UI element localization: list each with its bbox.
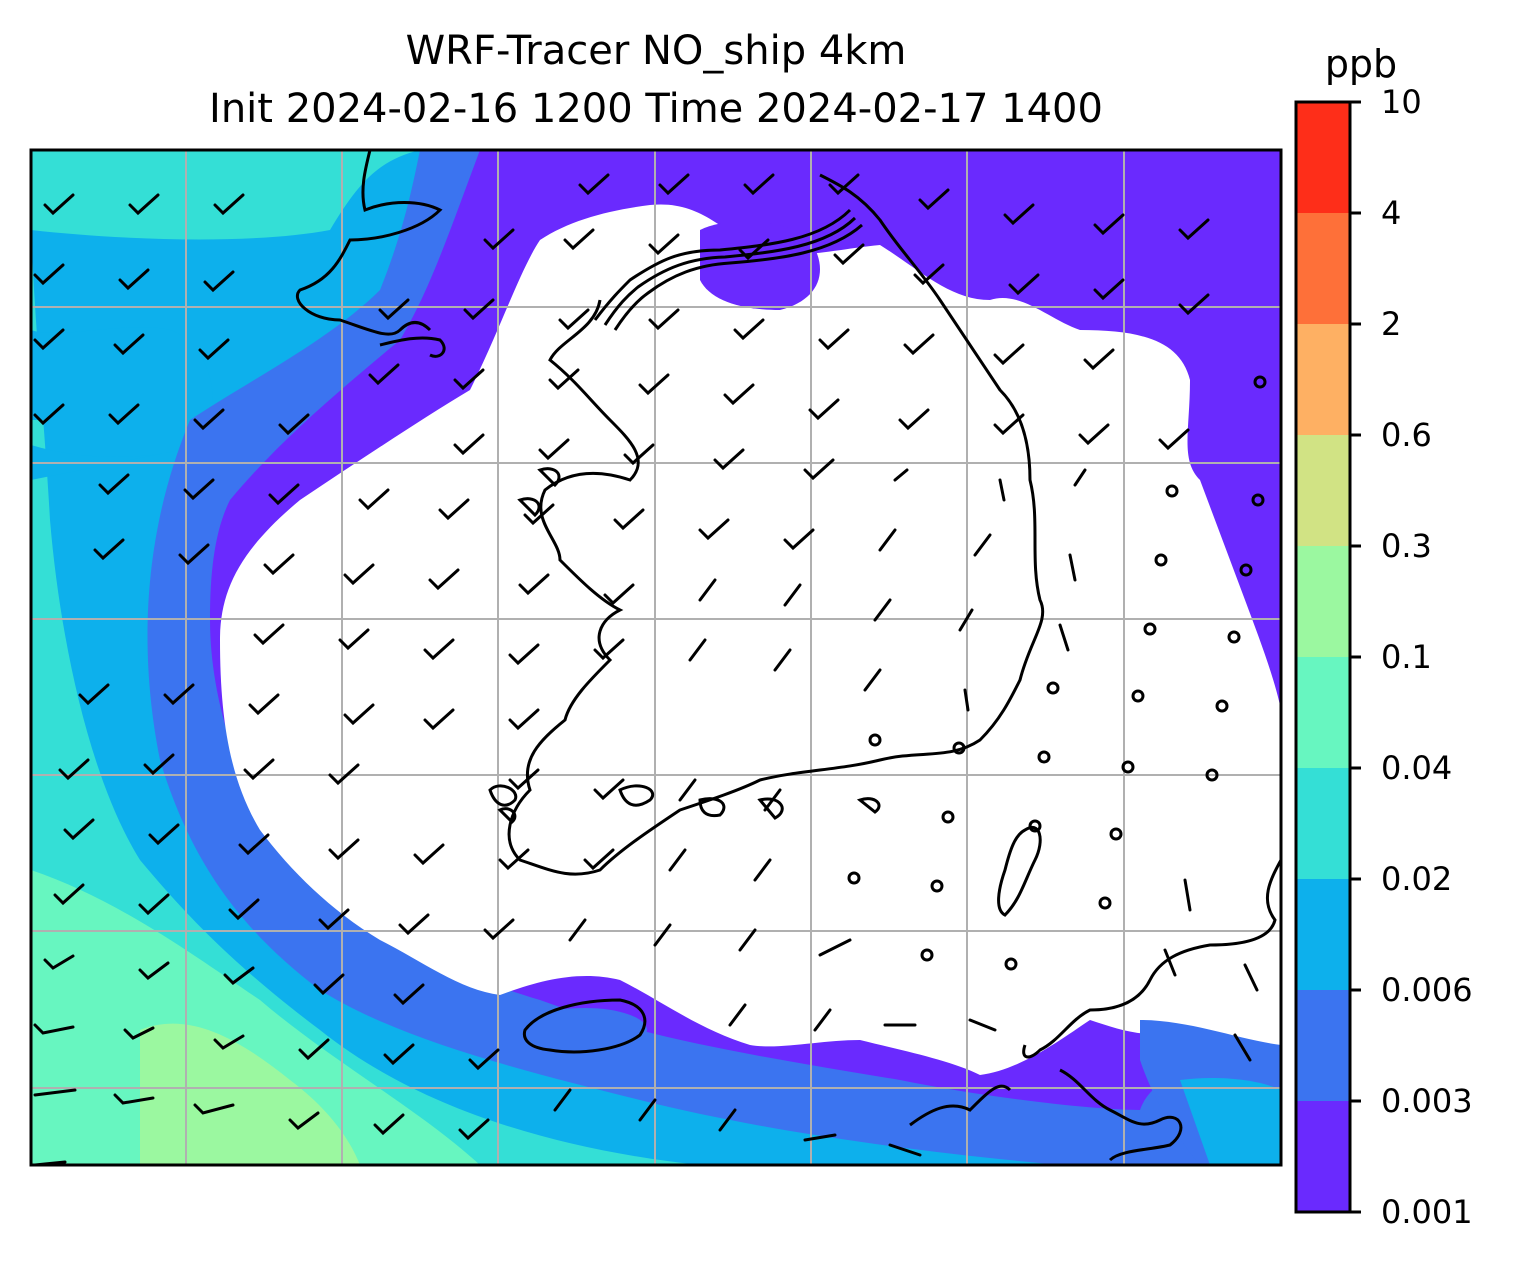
- field-level-0-1: [140, 1023, 360, 1165]
- concentration-field: [31, 150, 1281, 1165]
- colorbar-segment-1: [1296, 1101, 1350, 1212]
- colorbar-segment-3: [1296, 879, 1350, 990]
- colorbar-tick-label: 0.04: [1381, 749, 1453, 787]
- colorbar-tick-label: 2: [1381, 305, 1402, 343]
- colorbar-tick-label: 4: [1381, 194, 1402, 232]
- colorbar-tick-label: 0.001: [1381, 1193, 1473, 1231]
- colorbar-segment-4: [1296, 768, 1350, 879]
- field-bottom-right-patch-2: [1180, 1078, 1281, 1165]
- colorbar-segment-2: [1296, 990, 1350, 1101]
- colorbar-tick-label: 0.1: [1381, 638, 1432, 676]
- field-island-patch: [523, 1008, 647, 1052]
- map-title-line2: Init 2024-02-16 1200 Time 2024-02-17 140…: [209, 86, 1103, 132]
- colorbar-segment-7: [1296, 435, 1350, 546]
- colorbar: [1294, 100, 1361, 1214]
- colorbar-segment-8: [1296, 324, 1350, 435]
- colorbar-tick-label: 10: [1381, 83, 1422, 121]
- colorbar-ticks: [1350, 100, 1361, 1214]
- colorbar-segment-9: [1296, 213, 1350, 324]
- colorbar-segment-10: [1296, 102, 1350, 213]
- wind-barbs: [33, 173, 1259, 1165]
- colorbar-tick-label: 0.006: [1381, 971, 1473, 1009]
- colorbar-tick-label: 0.02: [1381, 860, 1453, 898]
- field-level-0-006-b: [31, 327, 213, 420]
- colorbar-segment-6: [1296, 546, 1350, 657]
- colorbar-tick-label: 0.6: [1381, 416, 1432, 454]
- field-top-patch: [700, 221, 820, 310]
- colorbar-tick-label: 0.003: [1381, 1082, 1473, 1120]
- colorbar-unit-label: ppb: [1324, 42, 1398, 86]
- map-title-line1: WRF-Tracer NO_ship 4km: [405, 28, 907, 74]
- station-markers: [847, 484, 1265, 971]
- colorbar-tick-label: 0.3: [1381, 527, 1432, 565]
- map-frame: [29, 148, 1283, 1167]
- colorbar-segment-5: [1296, 657, 1350, 768]
- coastlines: [296, 150, 1281, 1162]
